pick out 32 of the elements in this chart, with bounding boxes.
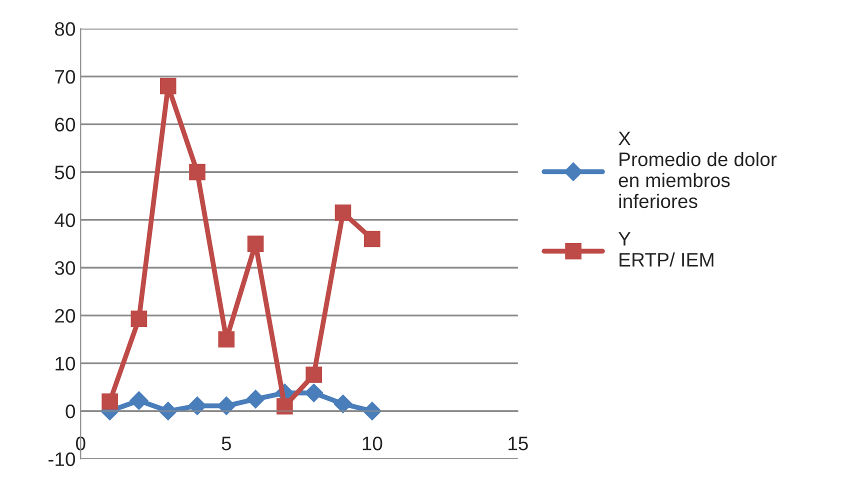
legend-label: Y ERTP/ IEM	[618, 232, 714, 267]
x-tick-label: 10	[362, 436, 382, 450]
y-tick-label: 20	[55, 308, 76, 323]
point	[218, 331, 235, 348]
y-tick-label: 80	[55, 22, 76, 36]
y-tick-label: 10	[56, 356, 76, 371]
y-tick-label: 60	[55, 118, 76, 132]
x-tick-label: 0	[76, 436, 86, 450]
point	[160, 78, 176, 94]
x-tick-label: 5	[222, 436, 231, 450]
point	[247, 236, 264, 252]
y-tick-label: 30	[54, 261, 76, 275]
point	[130, 310, 148, 327]
y-tick-label: -10	[48, 452, 76, 466]
y-tick-label: 50	[54, 166, 76, 180]
point	[362, 402, 382, 420]
point	[189, 164, 206, 180]
point	[276, 398, 293, 414]
x-tick-label: 15	[508, 436, 528, 450]
y-tick-label: 70	[55, 70, 76, 84]
point	[306, 366, 322, 383]
point	[364, 230, 380, 248]
point	[102, 393, 118, 410]
legend-label: X Promedio de dolor en miembros inferiores	[618, 132, 777, 208]
point	[334, 204, 352, 221]
point	[246, 390, 265, 408]
point	[334, 394, 352, 414]
point	[217, 396, 236, 416]
y-tick-label: 40	[54, 213, 76, 228]
point	[158, 402, 178, 420]
point	[130, 391, 148, 410]
y-tick-label: 0	[66, 404, 76, 418]
